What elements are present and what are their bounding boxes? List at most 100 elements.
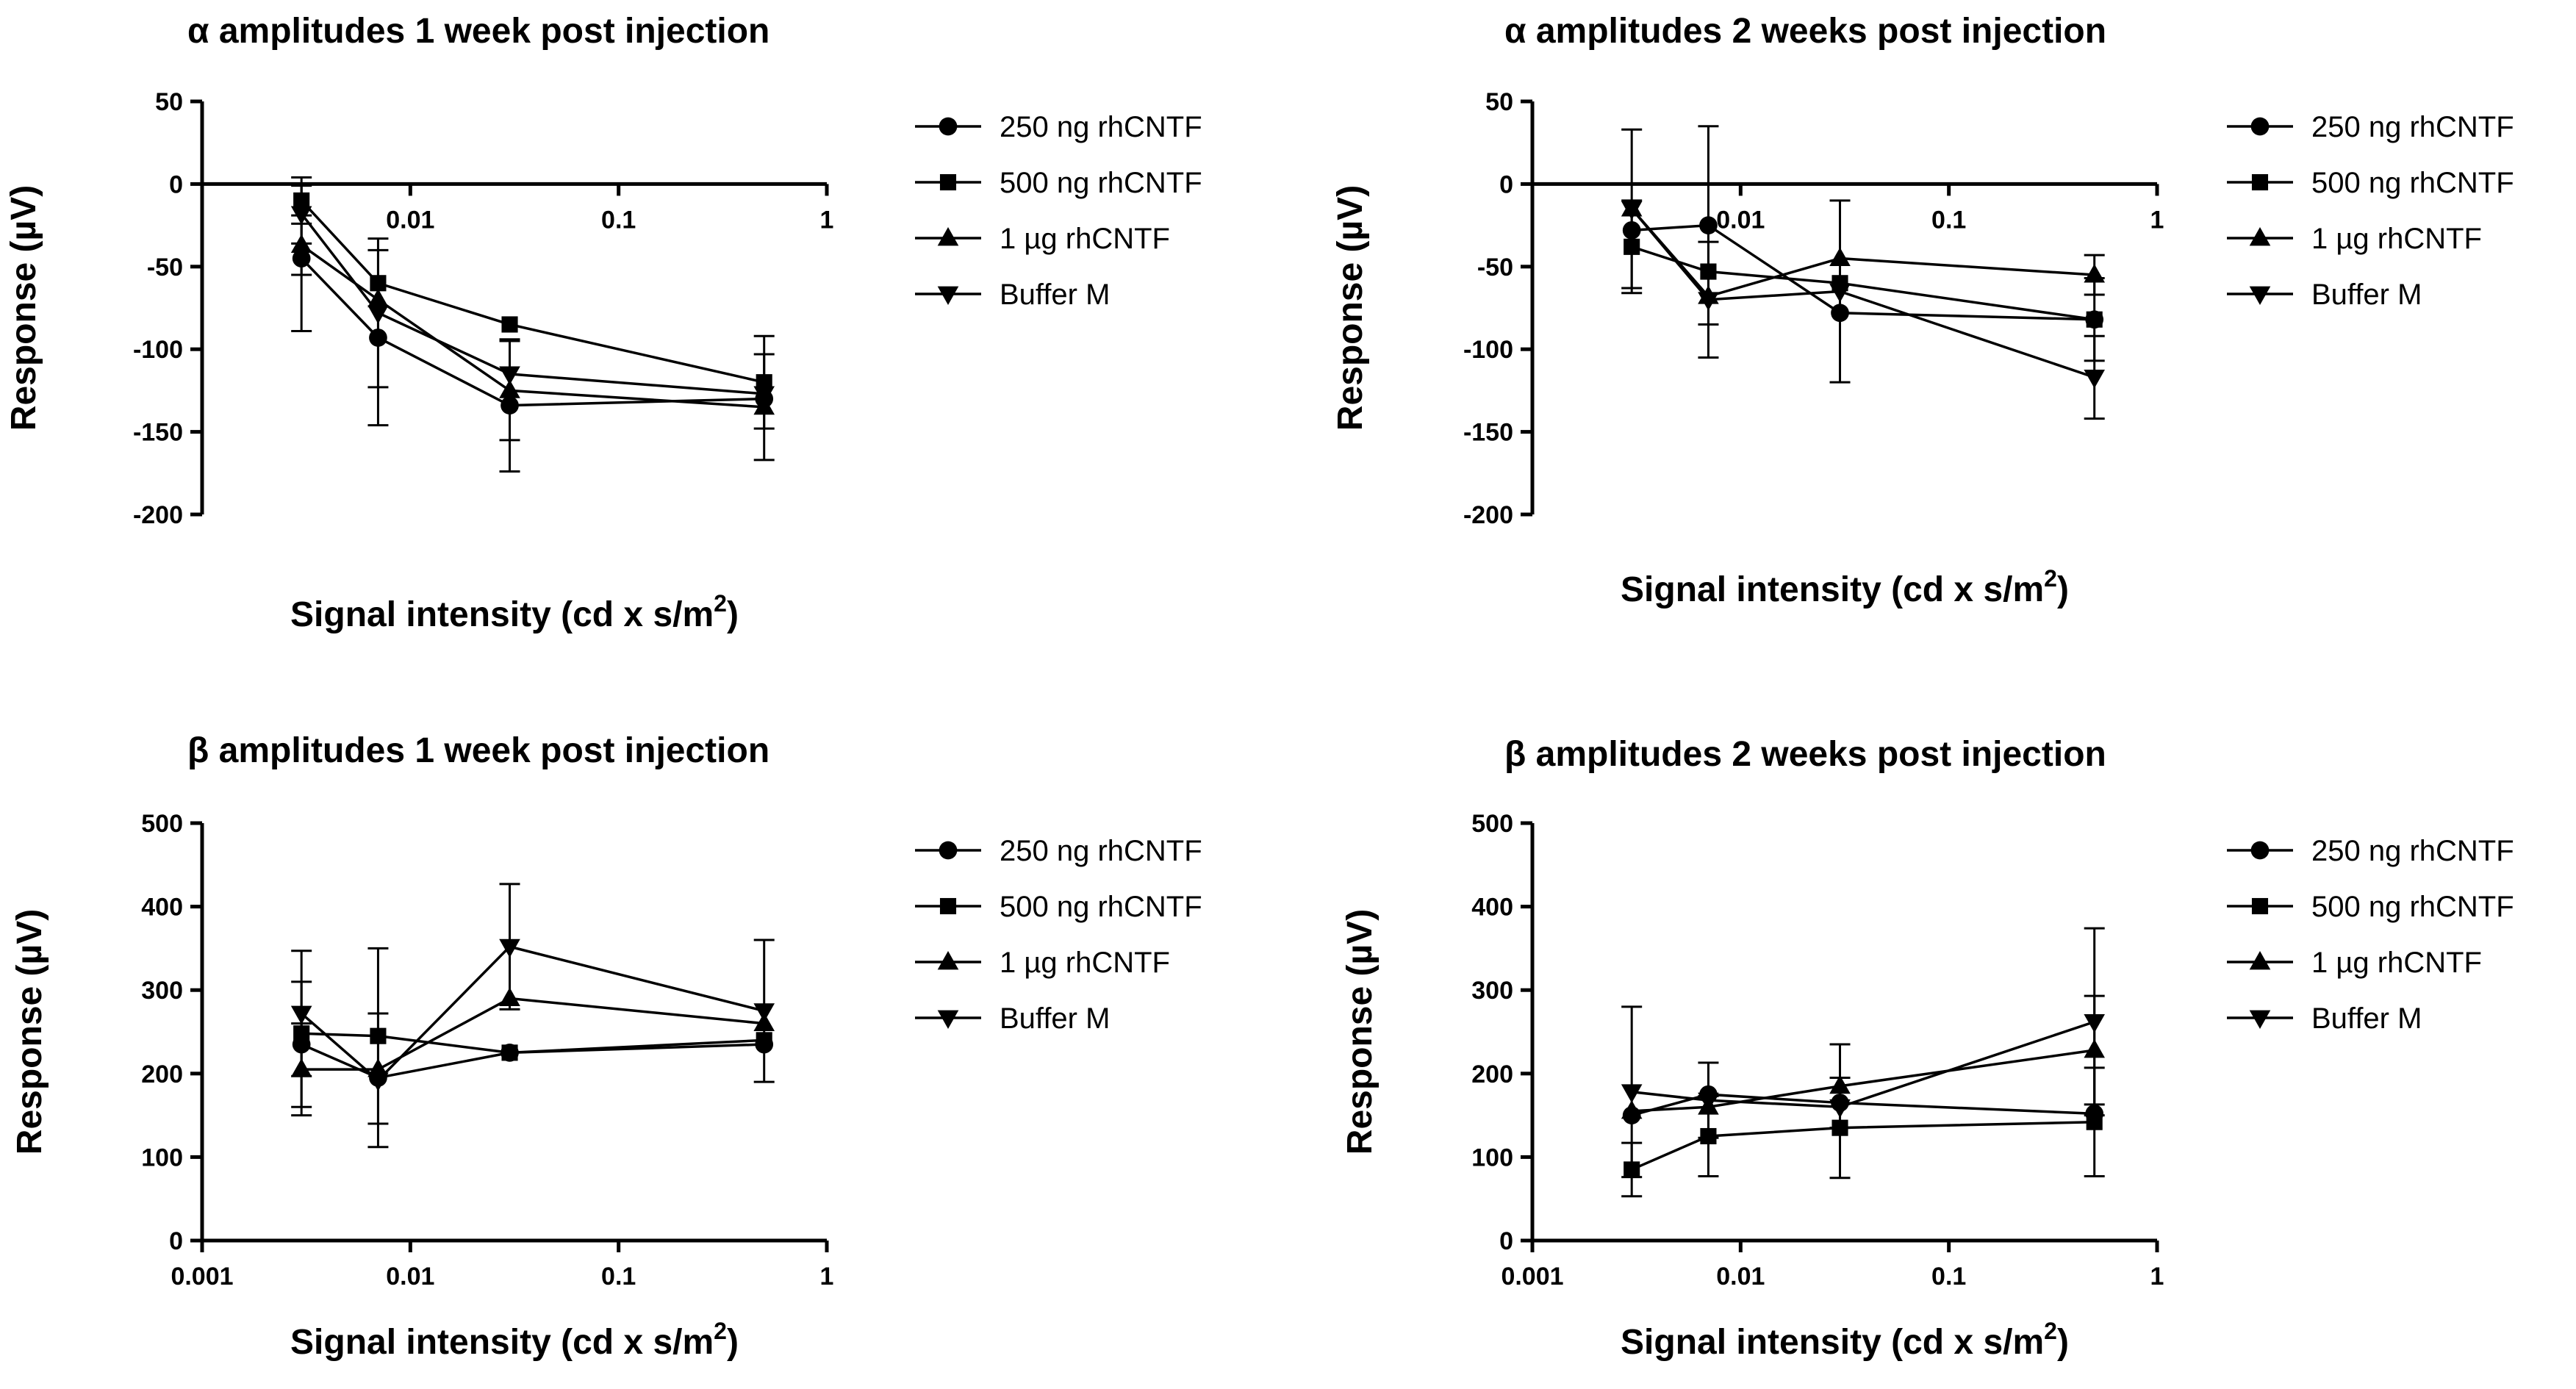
- y-tick-label: 50: [1485, 88, 1513, 116]
- data-point: [1829, 1099, 1851, 1119]
- data-point: [499, 366, 520, 385]
- legend-marker: [2249, 951, 2271, 970]
- legend-entry: 1 µg rhCNTF: [915, 223, 1170, 255]
- data-point: [2086, 1113, 2103, 1130]
- legend-marker: [2249, 286, 2271, 305]
- data-point: [367, 1072, 389, 1091]
- chart-panel-beta-1-week: β amplitudes 1 week post injection 500 400…: [10, 731, 1202, 1362]
- legend-label: Buffer M: [1000, 279, 1110, 311]
- y-tick-label: -100: [1463, 336, 1513, 364]
- series-1: [1622, 1085, 2104, 1124]
- x-axis-label-superscript: 2: [714, 1318, 727, 1344]
- series-line: [1632, 1049, 2095, 1113]
- data-point: [501, 1044, 518, 1061]
- series-line: [301, 945, 765, 1083]
- data-point: [501, 316, 518, 333]
- series-4: [290, 883, 775, 1149]
- legend-entry: 250 ng rhCNTF: [2227, 835, 2514, 867]
- x-tick-label: 0.1: [1931, 206, 1966, 234]
- x-tick-label: 0.1: [601, 1263, 636, 1291]
- series-line: [300, 199, 765, 384]
- legend-entry: 500 ng rhCNTF: [915, 891, 1202, 923]
- legend-label: 250 ng rhCNTF: [2311, 111, 2514, 143]
- chart-panel-alpha-2-weeks: α amplitudes 2 weeks post injection 50 0 -5…: [1331, 12, 2514, 609]
- series-line: [301, 1032, 764, 1055]
- series-line: [300, 257, 764, 407]
- legend-label: Buffer M: [2311, 279, 2422, 311]
- legend-marker: [2251, 173, 2269, 191]
- legend-entry: Buffer M: [2227, 279, 2422, 311]
- legend-entry: 250 ng rhCNTF: [915, 111, 1202, 143]
- legend-entry: 250 ng rhCNTF: [915, 835, 1202, 867]
- y-tick-label: -200: [133, 501, 183, 529]
- data-point: [2084, 1013, 2106, 1033]
- chart-panel-beta-2-weeks: β amplitudes 2 weeks post injection 500 40…: [1341, 735, 2514, 1362]
- y-tick-label: 200: [141, 1060, 183, 1088]
- series-3: [290, 214, 775, 462]
- data-point: [290, 1005, 312, 1024]
- data-point: [499, 379, 520, 398]
- series-4: [290, 182, 775, 405]
- y-axis-label: Response (µV): [1341, 909, 1380, 1155]
- x-axis-label-superscript: 2: [714, 590, 727, 617]
- x-axis-label: Signal intensity (cd x s/m2): [290, 1318, 739, 1362]
- y-axis-label: Response (µV): [10, 909, 49, 1155]
- series-line: [301, 244, 764, 409]
- legend-marker: [939, 173, 957, 191]
- legend-label: 500 ng rhCNTF: [2311, 167, 2514, 199]
- legend-label: 1 µg rhCNTF: [2311, 223, 2482, 255]
- data-point: [2086, 311, 2103, 328]
- y-tick-label: 0: [1499, 1227, 1513, 1255]
- legend-entry: 1 µg rhCNTF: [2227, 947, 2482, 979]
- legend-label: 500 ng rhCNTF: [1000, 167, 1202, 199]
- y-tick-label: 200: [1471, 1060, 1513, 1088]
- legend-marker: [2250, 841, 2270, 860]
- y-tick-label: -200: [1463, 501, 1513, 529]
- x-axis-label-tail: ): [2057, 570, 2069, 609]
- y-tick-label: -50: [147, 254, 183, 281]
- x-axis-label-main: Signal intensity (cd x s/m: [1621, 1323, 2044, 1362]
- legend-label: 500 ng rhCNTF: [2311, 891, 2514, 923]
- x-axis-label-superscript: 2: [2044, 1318, 2057, 1344]
- y-axis-label: Response (µV): [4, 185, 43, 431]
- x-tick-label: 1: [820, 1263, 834, 1291]
- legend-label: 1 µg rhCNTF: [1000, 223, 1170, 255]
- series-line: [301, 997, 764, 1071]
- y-tick-label: 0: [169, 171, 183, 198]
- series-2: [1621, 1066, 2105, 1198]
- x-tick-label: 1: [2150, 206, 2164, 234]
- x-tick-label: 0.01: [1716, 1263, 1765, 1291]
- legend-entry: 500 ng rhCNTF: [2227, 891, 2514, 923]
- data-point: [753, 1003, 775, 1022]
- legend-marker: [937, 286, 959, 305]
- legend-label: 1 µg rhCNTF: [1000, 947, 1170, 979]
- x-tick-label: 0.01: [1716, 206, 1765, 234]
- y-tick-label: -150: [1463, 419, 1513, 447]
- series-3: [1621, 198, 2106, 304]
- series-line: [1630, 207, 2095, 379]
- chart-title: α amplitudes 1 week post injection: [187, 12, 769, 51]
- series-2: [293, 947, 772, 1125]
- data-point: [2084, 264, 2106, 283]
- x-axis-label: Signal intensity (cd x s/m2): [1621, 1318, 2069, 1362]
- legend-marker: [2250, 117, 2270, 136]
- x-axis-label-tail: ): [727, 1323, 739, 1362]
- series-4: [1621, 128, 2106, 420]
- data-point: [367, 305, 389, 324]
- series-line: [1631, 1093, 2095, 1117]
- x-axis-label-main: Signal intensity (cd x s/m: [290, 1323, 714, 1362]
- y-tick-label: -150: [133, 419, 183, 447]
- x-tick-label: 1: [2150, 1263, 2164, 1291]
- data-point: [1698, 1092, 1719, 1112]
- data-point: [1698, 292, 1719, 311]
- legend-marker: [2251, 897, 2269, 915]
- data-point: [1699, 216, 1718, 234]
- legend-label: 500 ng rhCNTF: [1000, 891, 1202, 923]
- y-tick-label: 0: [169, 1227, 183, 1255]
- y-tick-label: 100: [1471, 1144, 1513, 1171]
- legend-label: 250 ng rhCNTF: [2311, 835, 2514, 867]
- series-line: [300, 212, 764, 395]
- legend-label: Buffer M: [1000, 1002, 1110, 1035]
- x-axis-label-main: Signal intensity (cd x s/m: [1621, 570, 2044, 609]
- y-tick-label: 300: [141, 977, 183, 1005]
